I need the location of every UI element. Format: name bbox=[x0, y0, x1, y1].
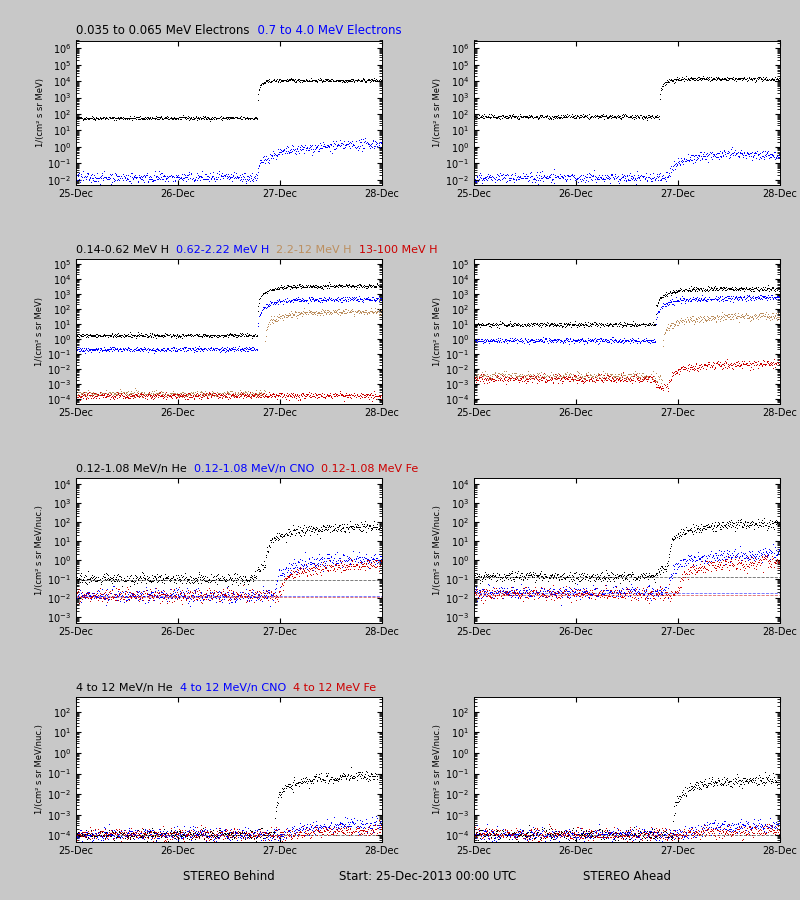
Text: 4 to 12 MeV/n He: 4 to 12 MeV/n He bbox=[76, 683, 173, 693]
Text: 0.12-1.08 MeV/n CNO: 0.12-1.08 MeV/n CNO bbox=[186, 464, 314, 474]
Text: 4 to 12 MeV/n CNO: 4 to 12 MeV/n CNO bbox=[173, 683, 286, 693]
Text: 4 to 12 MeV Fe: 4 to 12 MeV Fe bbox=[286, 683, 376, 693]
Y-axis label: 1/(cm² s sr MeV/nuc.): 1/(cm² s sr MeV/nuc.) bbox=[434, 506, 442, 596]
Y-axis label: 1/(cm² s sr MeV): 1/(cm² s sr MeV) bbox=[35, 78, 45, 147]
Text: 0.62-2.22 MeV H: 0.62-2.22 MeV H bbox=[169, 246, 270, 256]
Text: 0.12-1.08 MeV Fe: 0.12-1.08 MeV Fe bbox=[314, 464, 418, 474]
Text: Start: 25-Dec-2013 00:00 UTC: Start: 25-Dec-2013 00:00 UTC bbox=[339, 869, 517, 883]
Text: 0.14-0.62 MeV H: 0.14-0.62 MeV H bbox=[76, 246, 169, 256]
Text: 2.2-12 MeV H: 2.2-12 MeV H bbox=[270, 246, 352, 256]
Text: 0.12-1.08 MeV/n He: 0.12-1.08 MeV/n He bbox=[76, 464, 186, 474]
Y-axis label: 1/(cm² s sr MeV/nuc.): 1/(cm² s sr MeV/nuc.) bbox=[35, 724, 44, 814]
Y-axis label: 1/(cm² s sr MeV): 1/(cm² s sr MeV) bbox=[433, 297, 442, 366]
Y-axis label: 1/(cm² s sr MeV/nuc.): 1/(cm² s sr MeV/nuc.) bbox=[433, 724, 442, 814]
Y-axis label: 1/(cm² s sr MeV/nuc.): 1/(cm² s sr MeV/nuc.) bbox=[35, 506, 44, 596]
Text: STEREO Behind: STEREO Behind bbox=[183, 869, 275, 883]
Text: 13-100 MeV H: 13-100 MeV H bbox=[352, 246, 438, 256]
Y-axis label: 1/(cm² s sr MeV): 1/(cm² s sr MeV) bbox=[434, 78, 442, 147]
Text: 0.035 to 0.065 MeV Electrons: 0.035 to 0.065 MeV Electrons bbox=[76, 23, 250, 37]
Text: 0.7 to 4.0 MeV Electrons: 0.7 to 4.0 MeV Electrons bbox=[250, 23, 401, 37]
Y-axis label: 1/(cm² s sr MeV): 1/(cm² s sr MeV) bbox=[35, 297, 44, 366]
Text: STEREO Ahead: STEREO Ahead bbox=[583, 869, 671, 883]
